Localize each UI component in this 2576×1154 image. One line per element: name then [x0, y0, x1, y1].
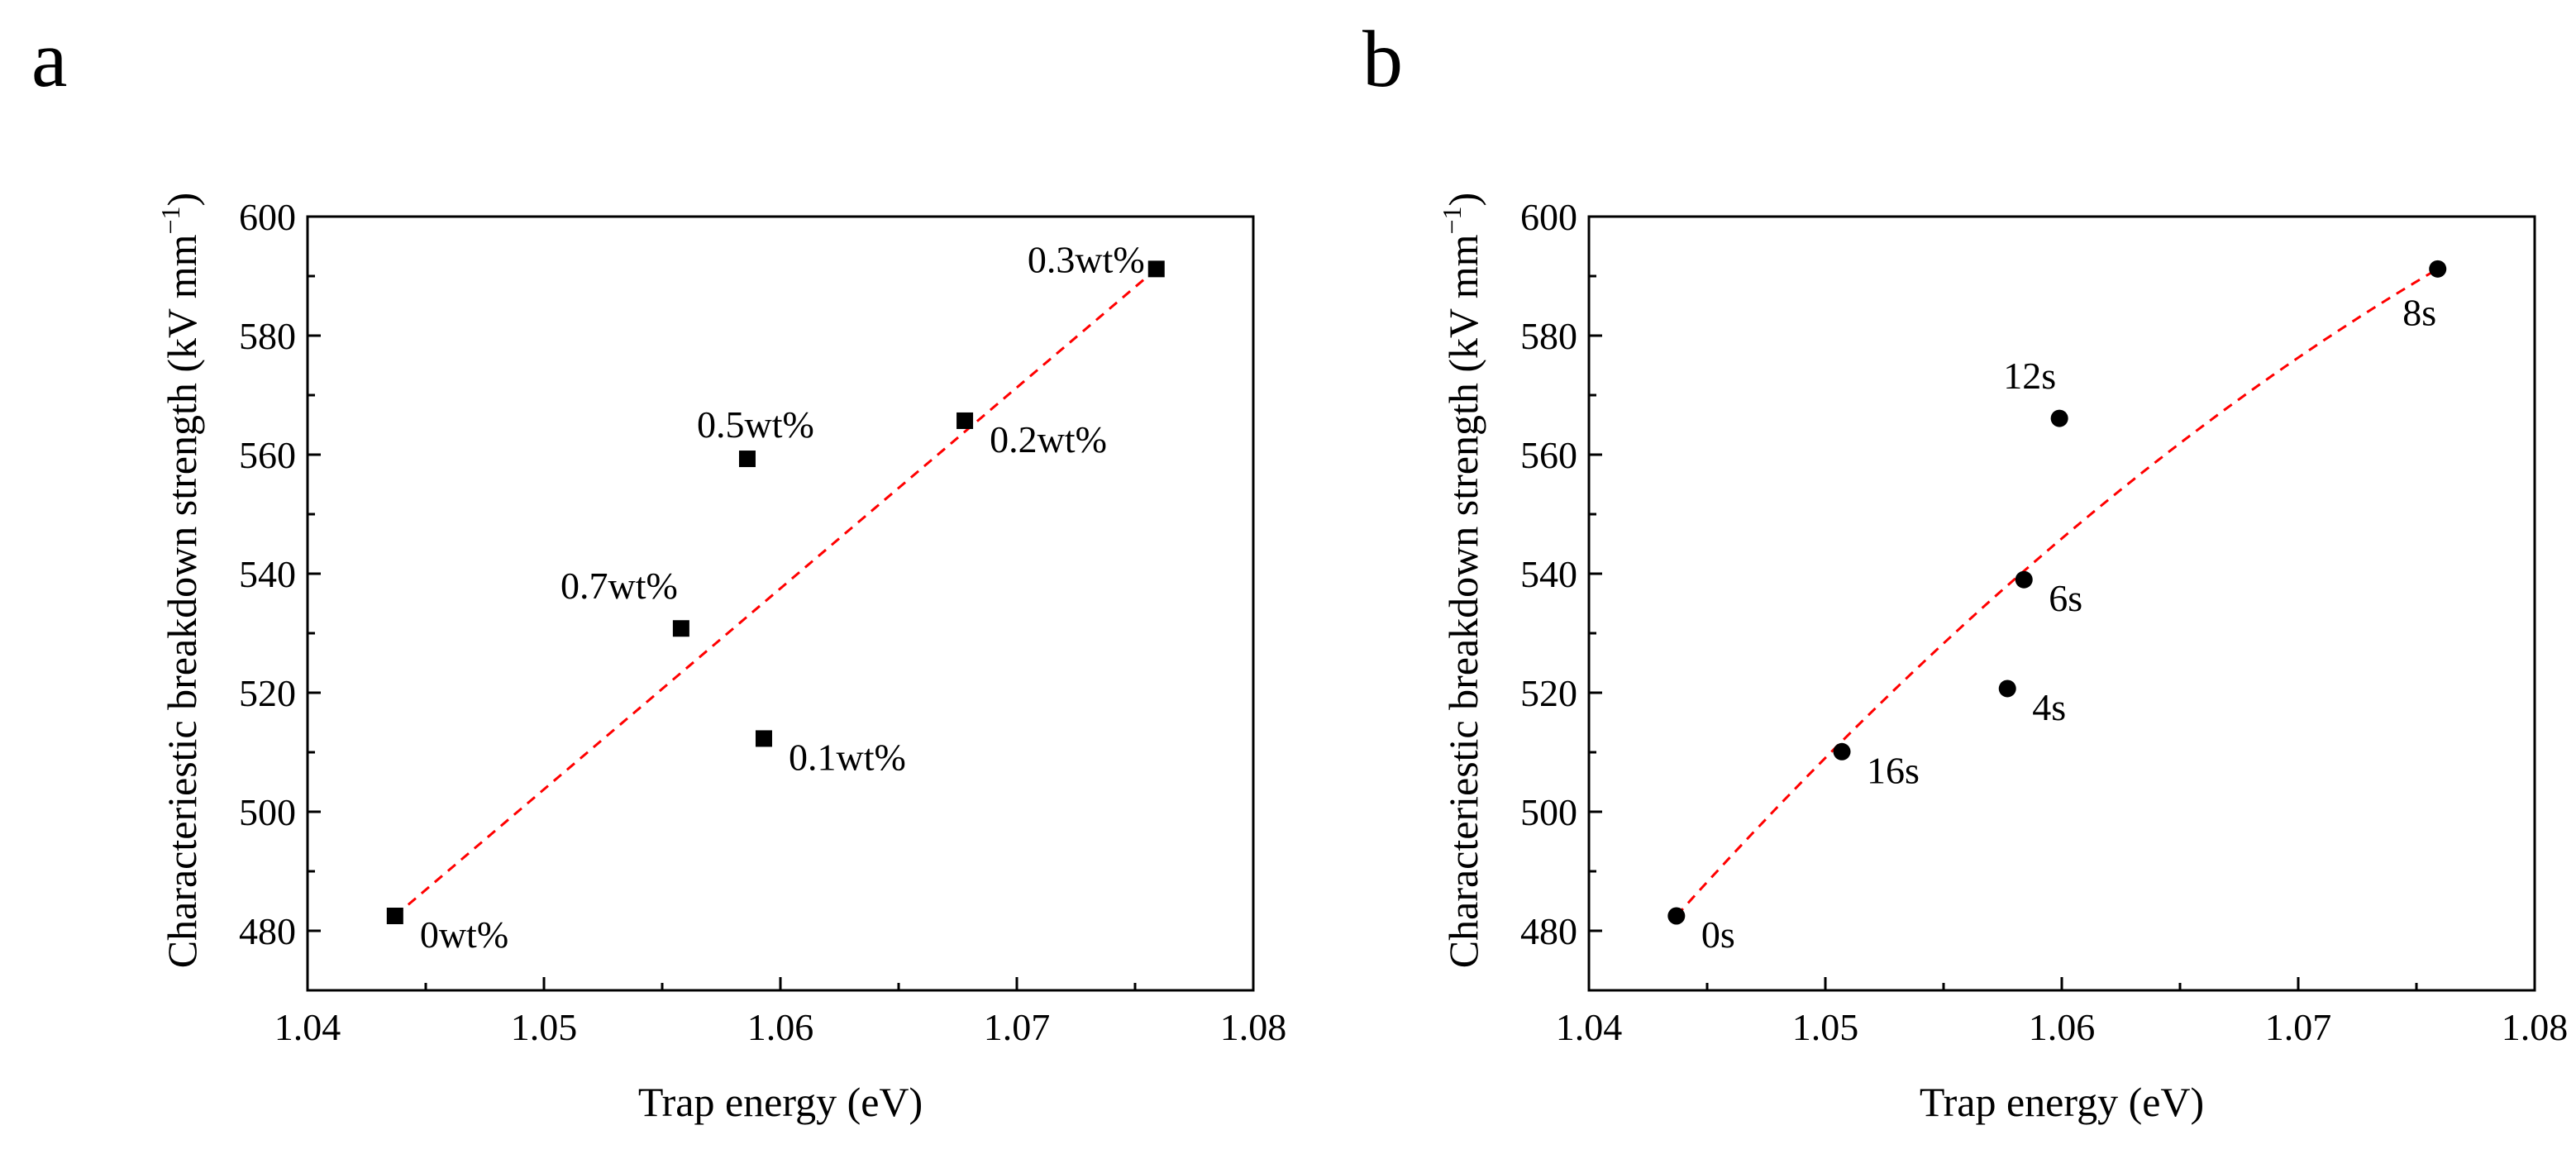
x-tick-label: 1.04: [274, 1006, 341, 1048]
x-axis-title: Trap energy (eV): [638, 1079, 923, 1125]
data-point: [2050, 409, 2068, 427]
y-tick-label: 500: [1520, 791, 1577, 833]
x-tick-label: 1.06: [2029, 1006, 2096, 1048]
y-axis-title-main: Characteriestic breakdown strength (kV m…: [1440, 234, 1486, 968]
data-label: 0s: [1701, 913, 1735, 956]
y-tick-label: 580: [1520, 315, 1577, 357]
x-tick-label: 1.05: [511, 1006, 578, 1048]
y-tick-label: 520: [239, 672, 296, 714]
data-label: 6s: [2049, 577, 2082, 619]
chart-panel-b: 1.04 1.05 1.06 1.07 1.08 480 500 520 540 560 580 60…: [1437, 193, 2568, 1125]
x-tick-label: 1.08: [1220, 1006, 1287, 1048]
x-tick-label: 1.07: [984, 1006, 1051, 1048]
data-point: [1833, 742, 1851, 761]
x-tick-label: 1.06: [747, 1006, 814, 1048]
y-axis-title: Characteriestic breakdown strength (kV m…: [1437, 193, 1486, 968]
y-tick-label: 480: [239, 910, 296, 952]
x-tick-label: 1.07: [2265, 1006, 2332, 1048]
data-label: 0.7wt%: [561, 565, 678, 607]
data-label: 16s: [1867, 749, 1920, 791]
data-label: 0.1wt%: [789, 736, 906, 778]
data-label: 0.5wt%: [697, 403, 814, 446]
y-tick-label: 520: [1520, 672, 1577, 714]
y-axis-title-end: ): [159, 193, 205, 207]
x-axis-title: Trap energy (eV): [1920, 1079, 2204, 1125]
data-point: [1667, 907, 1686, 925]
data-label: 0wt%: [420, 913, 508, 956]
data-label: 0.2wt%: [990, 418, 1107, 460]
fit-curve: [394, 268, 1157, 918]
y-tick-label: 600: [1520, 196, 1577, 238]
y-axis-title-end: ): [1440, 193, 1486, 207]
y-tick-label: 600: [239, 196, 296, 238]
data-point: [2015, 570, 2033, 589]
data-point: [1147, 260, 1165, 278]
chart-panel-a: 1.04 1.05 1.06 1.07 1.08 480 500 520 540 560 580 60…: [155, 193, 1286, 1125]
x-tick-label: 1.08: [2502, 1006, 2569, 1048]
y-tick-label: 560: [1520, 434, 1577, 476]
x-tick-label: 1.05: [1792, 1006, 1859, 1048]
x-tick-label: 1.04: [1556, 1006, 1623, 1048]
y-tick-label: 480: [1520, 910, 1577, 952]
plot-frame: [306, 215, 1255, 992]
data-point: [2429, 260, 2447, 278]
data-label: 8s: [2402, 291, 2436, 333]
data-label: 12s: [2003, 355, 2056, 397]
data-point: [672, 620, 689, 637]
y-tick-label: 540: [1520, 553, 1577, 595]
fit-curve: [1675, 268, 2439, 918]
y-tick-label: 500: [239, 791, 296, 833]
data-point: [956, 412, 974, 429]
y-tick-label: 580: [239, 315, 296, 357]
data-point: [738, 451, 756, 468]
y-axis-title-superscript: −1: [155, 206, 185, 234]
panel-label-b: b: [1362, 15, 1403, 104]
data-label: 0.3wt%: [1028, 238, 1145, 280]
y-axis-title: Characteriestic breakdown strength (kV m…: [155, 193, 205, 968]
panel-label-a: a: [31, 15, 68, 104]
y-tick-label: 540: [239, 553, 296, 595]
y-tick-label: 560: [239, 434, 296, 476]
y-axis-title-main: Characteriestic breakdown strength (kV m…: [159, 234, 205, 968]
y-axis-title-superscript: −1: [1437, 206, 1467, 234]
data-point: [386, 908, 403, 924]
data-point: [755, 730, 772, 747]
data-label: 4s: [2032, 686, 2066, 728]
data-point: [1998, 680, 2016, 698]
